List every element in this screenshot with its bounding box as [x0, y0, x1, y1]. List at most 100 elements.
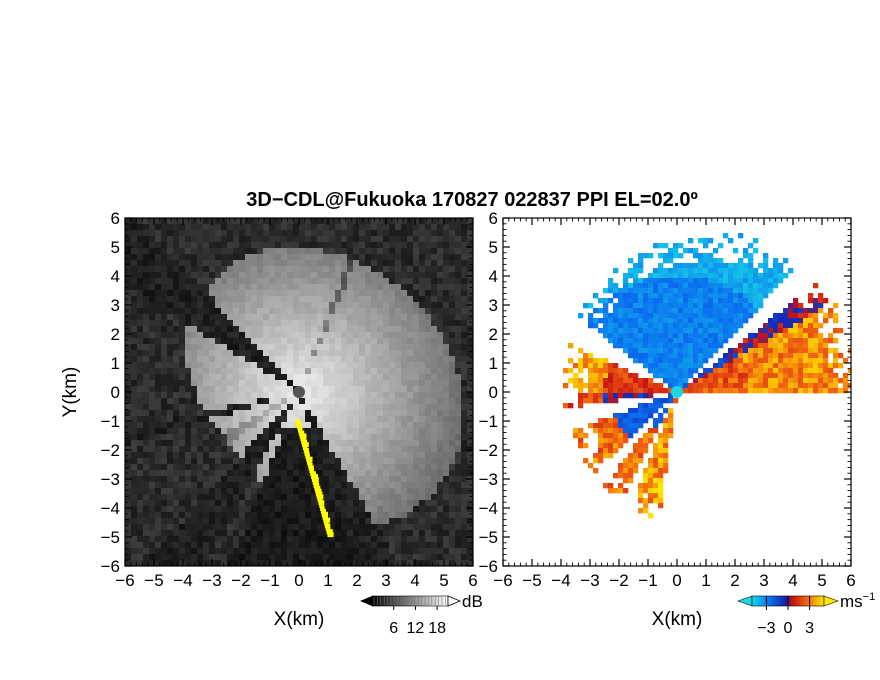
reflectivity-cell [443, 470, 450, 477]
reflectivity-cell [395, 398, 402, 405]
reflectivity-cell [281, 560, 288, 566]
velocity-cell [758, 338, 764, 344]
velocity-cell [608, 278, 614, 284]
reflectivity-cell [161, 368, 168, 375]
reflectivity-cell [143, 266, 150, 273]
reflectivity-cell [299, 476, 306, 483]
reflectivity-cell [185, 548, 192, 555]
velocity-cell [603, 323, 609, 329]
velocity-cell [718, 323, 724, 329]
velocity-cell [763, 333, 769, 339]
reflectivity-cell [341, 416, 348, 423]
reflectivity-cell [275, 440, 282, 447]
velocity-cell [668, 388, 674, 394]
reflectivity-cell [461, 428, 468, 435]
reflectivity-cell [353, 392, 360, 399]
reflectivity-cell [149, 506, 156, 513]
velocity-cell [793, 373, 799, 379]
velocity-cell [663, 348, 669, 354]
velocity-cell [698, 268, 704, 274]
reflectivity-cell [443, 500, 450, 507]
velocity-cell [718, 343, 724, 349]
velocity-cell [708, 293, 714, 299]
reflectivity-cell [425, 254, 432, 261]
reflectivity-cell [125, 332, 132, 339]
reflectivity-cell [353, 434, 360, 441]
velocity-cell [793, 363, 799, 369]
velocity-cell [613, 323, 619, 329]
reflectivity-cell [299, 488, 306, 495]
reflectivity-cell [155, 464, 162, 471]
reflectivity-cell [197, 254, 204, 261]
reflectivity-cell [131, 350, 138, 357]
reflectivity-cell [221, 302, 228, 309]
reflectivity-cell [437, 254, 444, 261]
reflectivity-cell [395, 332, 402, 339]
velocity-cell [673, 373, 679, 379]
reflectivity-cell [251, 296, 258, 303]
velocity-cell [608, 298, 614, 304]
reflectivity-cell [269, 362, 276, 369]
velocity-cell [718, 368, 724, 374]
reflectivity-cell [143, 440, 150, 447]
reflectivity-cell [443, 332, 450, 339]
reflectivity-cell [371, 506, 378, 513]
reflectivity-cell [221, 422, 228, 429]
velocity-cell [748, 263, 754, 269]
reflectivity-cell [371, 266, 378, 273]
reflectivity-cell [383, 284, 390, 291]
reflectivity-cell [359, 398, 366, 405]
velocity-cell [583, 433, 589, 439]
reflectivity-cell [215, 458, 222, 465]
reflectivity-cell [209, 368, 216, 375]
reflectivity-cell [377, 410, 384, 417]
reflectivity-cell [179, 542, 186, 549]
velocity-cell [648, 328, 654, 334]
reflectivity-cell [179, 422, 186, 429]
reflectivity-cell [371, 356, 378, 363]
velocity-cell [743, 318, 749, 324]
reflectivity-cell [311, 404, 318, 411]
reflectivity-cell [143, 260, 150, 267]
reflectivity-cell [161, 362, 168, 369]
reflectivity-cell [341, 338, 348, 345]
reflectivity-cell [203, 530, 210, 537]
reflectivity-cell [377, 272, 384, 279]
reflectivity-cell [389, 374, 396, 381]
reflectivity-cell [131, 332, 138, 339]
reflectivity-cell [251, 422, 258, 429]
reflectivity-cell [257, 368, 264, 375]
reflectivity-cell [401, 488, 408, 495]
velocity-cell [713, 263, 719, 269]
velocity-cell [653, 423, 659, 429]
reflectivity-cell [305, 428, 312, 435]
reflectivity-cell [401, 242, 408, 249]
reflectivity-cell [281, 248, 288, 255]
reflectivity-cell [239, 248, 246, 255]
reflectivity-cell [221, 458, 228, 465]
reflectivity-cell [443, 320, 450, 327]
reflectivity-cell [341, 536, 348, 543]
reflectivity-cell [437, 416, 444, 423]
reflectivity-cell [425, 434, 432, 441]
reflectivity-cell [365, 422, 372, 429]
reflectivity-cell [197, 332, 204, 339]
reflectivity-cell [203, 302, 210, 309]
reflectivity-cell [155, 422, 162, 429]
reflectivity-cell [263, 248, 270, 255]
velocity-cell [713, 378, 719, 384]
velocity-cell [708, 268, 714, 274]
reflectivity-cell [383, 458, 390, 465]
velocity-cell [678, 293, 684, 299]
velocity-cell [673, 368, 679, 374]
velocity-cell [583, 303, 589, 309]
reflectivity-cell [335, 434, 342, 441]
reflectivity-cell [377, 290, 384, 297]
reflectivity-cell [407, 554, 414, 561]
velocity-cell [598, 448, 604, 454]
reflectivity-cell [263, 500, 270, 507]
reflectivity-cell [353, 482, 360, 489]
reflectivity-cell [437, 458, 444, 465]
reflectivity-cell [203, 446, 210, 453]
reflectivity-cell [209, 314, 216, 321]
